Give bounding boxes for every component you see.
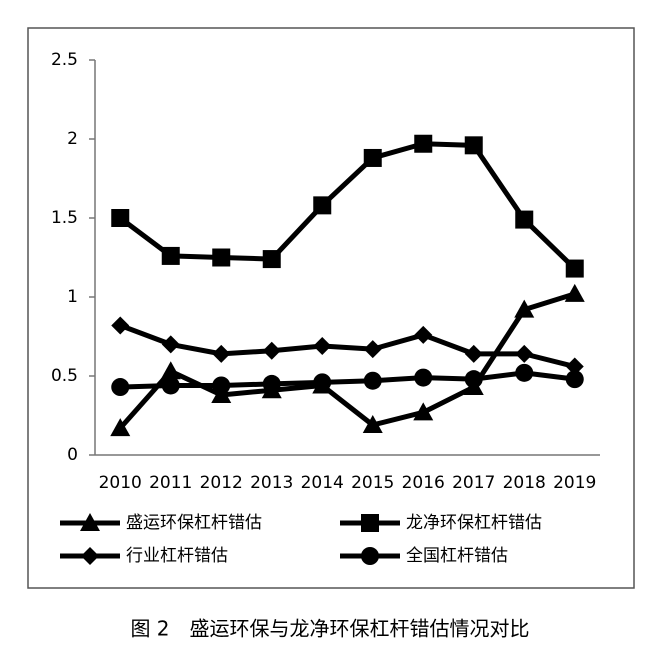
marker (313, 373, 332, 392)
marker (565, 357, 584, 376)
marker (160, 361, 181, 380)
marker (363, 371, 382, 390)
y-tick-label: 0 (67, 445, 78, 465)
legend-label: 行业杠杆错估 (126, 546, 228, 566)
y-tick-label: 1.5 (51, 208, 78, 228)
series-line (118, 291, 576, 430)
x-tick-label: 2010 (99, 473, 142, 493)
series-line (120, 370, 576, 390)
marker (212, 248, 231, 267)
marker (262, 341, 281, 360)
marker (514, 299, 535, 318)
marker (564, 283, 585, 302)
y-tick-label: 2 (67, 129, 78, 149)
marker (464, 136, 483, 155)
x-tick-label: 2014 (301, 473, 344, 493)
marker (362, 414, 383, 433)
legend-marker (80, 513, 100, 531)
marker (565, 370, 584, 389)
y-tick-label: 0.5 (51, 366, 78, 386)
legend-label: 龙净环保杠杆错估 (406, 513, 542, 533)
x-tick-label: 2012 (200, 473, 243, 493)
marker (414, 325, 433, 344)
x-tick-label: 2013 (250, 473, 293, 493)
marker (515, 344, 534, 363)
legend-marker (361, 547, 379, 565)
marker (262, 374, 281, 393)
marker (464, 370, 483, 389)
marker (515, 210, 534, 229)
chart-frame (27, 27, 635, 589)
legend-label: 盛运环保杠杆错估 (126, 513, 262, 533)
marker (515, 363, 534, 382)
legend-marker (81, 547, 99, 565)
x-tick-label: 2011 (149, 473, 192, 493)
x-tick-label: 2016 (402, 473, 445, 493)
marker (212, 344, 231, 363)
series-line (119, 323, 576, 369)
caption: 图 2 盛运环保与龙净环保杠杆错估情况对比 (130, 617, 529, 641)
marker (565, 259, 584, 278)
marker (111, 316, 130, 335)
marker (212, 376, 231, 395)
marker (262, 250, 281, 269)
marker (363, 340, 382, 359)
legend-label: 全国杠杆错估 (406, 546, 508, 566)
series-line (118, 141, 577, 271)
marker (413, 402, 434, 421)
y-tick-label: 2.5 (51, 50, 78, 70)
marker (313, 196, 332, 215)
marker (161, 376, 180, 395)
marker (161, 246, 180, 265)
y-tick-label: 1 (67, 287, 78, 307)
legend-marker (361, 514, 379, 532)
x-tick-label: 2017 (452, 473, 495, 493)
marker (161, 335, 180, 354)
marker (111, 209, 130, 227)
x-tick-label: 2015 (351, 473, 394, 493)
x-tick-label: 2018 (503, 473, 546, 493)
marker (110, 418, 131, 437)
x-tick-label: 2019 (553, 473, 596, 493)
marker (464, 344, 483, 363)
marker (111, 378, 130, 397)
marker (414, 368, 433, 387)
marker (414, 134, 433, 153)
marker (313, 336, 332, 355)
marker (363, 148, 382, 167)
